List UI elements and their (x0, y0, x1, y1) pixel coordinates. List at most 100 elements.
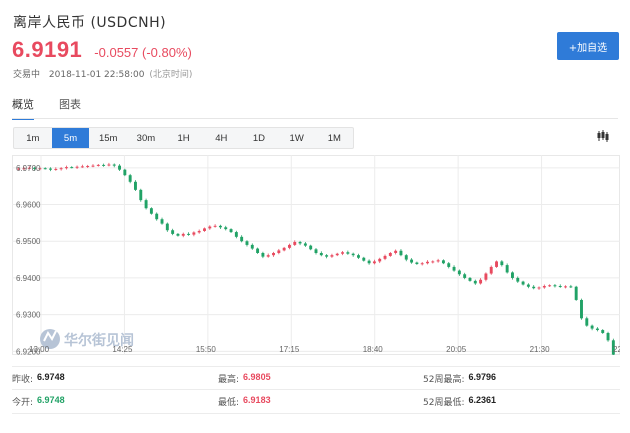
y-tick-label: 6.9300 (16, 311, 41, 320)
period-1m[interactable]: 1m (26, 132, 40, 144)
candle-body (149, 208, 153, 214)
candle-body (415, 262, 419, 264)
candle-body (245, 241, 249, 245)
tab-chart[interactable]: 图表 (59, 98, 81, 111)
period-1h[interactable]: 1H (177, 132, 190, 144)
candle-body (564, 286, 568, 288)
candle-body (234, 232, 238, 237)
candle-body (341, 252, 345, 254)
candle-body (330, 255, 334, 257)
candle-body (574, 286, 578, 300)
candle-body (372, 261, 376, 264)
candle-body (558, 286, 562, 288)
candle-body (107, 164, 111, 166)
candle-body (314, 249, 318, 253)
x-tick-label: 18:40 (363, 345, 384, 354)
candle-body (426, 261, 429, 264)
period-selector: 1m 5m 15m 30m 1H 4H 1D 1W 1M (13, 127, 355, 149)
period-15m[interactable]: 15m (98, 132, 118, 144)
candle-body (383, 255, 387, 259)
candle-body (516, 277, 520, 282)
candle-body (118, 165, 121, 170)
candle-body (181, 233, 185, 236)
period-4h[interactable]: 4H (215, 132, 228, 144)
x-tick-label: 20:05 (446, 345, 467, 354)
candle-body (309, 245, 313, 250)
period-1w[interactable]: 1W (289, 132, 304, 144)
tabs-divider (12, 118, 618, 119)
candle-body (548, 285, 552, 287)
candle-body (86, 166, 90, 168)
candle-body (165, 223, 169, 231)
candle-body (601, 330, 605, 333)
candle-body (346, 252, 350, 254)
period-5m[interactable]: 5m (51, 128, 90, 148)
x-tick-label: 13:00 (29, 345, 50, 354)
candle-body (298, 241, 302, 244)
period-30m[interactable]: 30m (136, 132, 156, 144)
candle-body (526, 284, 530, 287)
candle-body (468, 277, 472, 281)
price-change: -0.0557 (-0.80%) (94, 45, 192, 60)
candle-body (176, 233, 180, 236)
candle-body (208, 226, 212, 229)
candle-body (542, 286, 546, 288)
candle-body (420, 263, 424, 265)
status-text: 交易中 (13, 70, 41, 80)
period-1mo[interactable]: 1M (327, 132, 341, 144)
candle-body (606, 332, 610, 341)
candle-body (261, 252, 265, 257)
candle-body (303, 243, 307, 246)
candle-body (112, 164, 116, 166)
candle-body (91, 165, 95, 167)
x-tick-label: 22:5 (613, 345, 620, 354)
timezone-label: (北京时间) (149, 70, 193, 80)
y-tick-label: 6.9700 (16, 164, 41, 173)
candle-body (256, 248, 260, 253)
candle-body (27, 167, 31, 169)
candle-body (75, 166, 79, 168)
candle-body (224, 227, 228, 230)
candle-body (282, 247, 286, 251)
stat-prev-close: 昨收: 6.9748 (12, 371, 65, 385)
candle-body (192, 232, 196, 235)
candle-body (54, 168, 58, 170)
candle-body (139, 189, 143, 201)
candle-body (319, 252, 323, 256)
stat-high: 最高: 6.9805 (218, 371, 271, 385)
trading-status: 交易中 2018-11-01 22:58:00 (北京时间) (13, 67, 198, 80)
candle-body (457, 270, 461, 275)
candle-body (388, 252, 392, 256)
candle-body (357, 255, 360, 258)
tab-overview[interactable]: 概览 (12, 96, 34, 120)
candle-body (484, 273, 488, 280)
add-to-watchlist-button[interactable]: +加自选 (557, 32, 619, 60)
candle-body (537, 287, 541, 289)
candle-body (595, 328, 599, 331)
candle-body (287, 244, 291, 248)
candle-body (250, 244, 254, 249)
candle-body (399, 250, 403, 256)
y-axis: 6.9700 6.9600 6.9500 6.9400 6.9300 6.9200 (16, 164, 41, 355)
candle-body (96, 164, 100, 166)
chart-border (12, 155, 620, 355)
candle-body (266, 255, 270, 257)
candle-body (70, 167, 74, 169)
watermark-logo: 华尔街见闻 (40, 329, 134, 349)
x-tick-label: 14:25 (112, 345, 133, 354)
candle-body (128, 175, 132, 182)
candlestick-chart[interactable]: 华尔街见闻 6.9700 6.9600 6.9500 6.9400 6.9300 6.92… (12, 155, 620, 355)
watermark-text: 华尔街见闻 (64, 332, 134, 349)
y-tick-label: 6.9600 (16, 201, 41, 210)
last-price: 6.9191 (12, 37, 83, 62)
candle-body (17, 168, 21, 170)
candle-body (447, 263, 451, 267)
candle-body (479, 279, 483, 284)
candle-body (43, 168, 47, 170)
candle-body (410, 259, 414, 263)
period-1d[interactable]: 1D (252, 132, 266, 144)
candle-body (495, 261, 498, 267)
candlestick-chart-icon[interactable] (597, 130, 609, 142)
candle-body (553, 285, 557, 287)
candle-body (431, 261, 435, 263)
